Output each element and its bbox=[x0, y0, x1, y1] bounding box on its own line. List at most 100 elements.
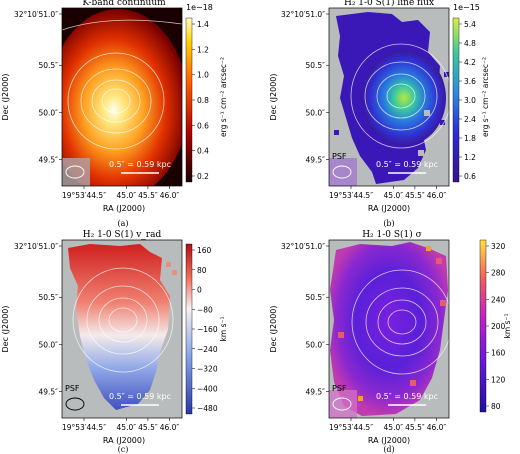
x-axis-label: RA (J2000) bbox=[368, 204, 410, 213]
y-tick-label: 32°10′51.0″ bbox=[281, 10, 325, 19]
y-tick-label: 50.0″ bbox=[305, 108, 325, 117]
y-axis-label: Dec (J2000) bbox=[269, 306, 278, 353]
colorbar bbox=[452, 17, 460, 183]
x-axis-label: RA (J2000) bbox=[103, 204, 145, 213]
y-axis-label: Dec (J2000) bbox=[269, 74, 278, 121]
colorbar-tick-label: 0.8 bbox=[197, 96, 209, 105]
colorbar-tick-label: 2.4 bbox=[464, 115, 476, 124]
y-ticks: 32°10′51.0″ 50.5″ 50.0″ 49.5″ bbox=[281, 10, 329, 164]
panel-c-image: PSF 0.5″ = 0.59 kpc bbox=[62, 240, 182, 418]
x-tick-label: 45.0″ bbox=[384, 423, 404, 432]
x-axis-label: RA (J2000) bbox=[103, 436, 145, 445]
x-tick-label: 46.0″ bbox=[160, 423, 180, 432]
scale-bar-label: 0.5″ = 0.59 kpc bbox=[109, 392, 171, 401]
scale-bar-label: 0.5″ = 0.59 kpc bbox=[376, 160, 438, 169]
y-tick-label: 50.5″ bbox=[305, 293, 325, 302]
colorbar-tick-label: 3.6 bbox=[464, 77, 476, 86]
scale-bar-label: 0.5″ = 0.59 kpc bbox=[376, 392, 438, 401]
colorbar-tick-label: 0.6 bbox=[197, 121, 209, 130]
colorbar-tick-label: 4.8 bbox=[464, 39, 476, 48]
panel-a: 0.5″ = 0.59 kpc K-band continuum 32°10′5… bbox=[1, 0, 228, 228]
y-ticks: 32°10′51.0″ 50.5″ 50.0″ 49.5″ bbox=[281, 242, 329, 396]
caption: (b) bbox=[383, 219, 394, 228]
x-tick-label: 45.5″ bbox=[405, 191, 425, 200]
colorbar-tick-label: 0.4 bbox=[197, 147, 209, 156]
psf-label: PSF bbox=[65, 384, 80, 393]
y-tick-label: 49.5″ bbox=[305, 155, 325, 164]
y-tick-label: 49.5″ bbox=[38, 387, 58, 396]
colorbar-tick-label: −160 bbox=[197, 325, 218, 334]
x-ticks: 19°53′44.5″ 45.0″ 45.5″ 46.0″ bbox=[62, 418, 179, 432]
panel-title: H₂ 1-0 S(1) line flux bbox=[344, 0, 434, 8]
psf-label: PSF bbox=[332, 384, 347, 393]
y-ticks: 32°10′51.0″ 50.5″ 50.0″ 49.5″ bbox=[14, 242, 62, 396]
x-tick-label: 19°53′44.5″ bbox=[62, 191, 106, 200]
colorbar-ticks: 160 80 0 −80 −160 −240 −320 −400 −480 bbox=[192, 246, 218, 413]
x-tick-label: 45.5″ bbox=[138, 191, 158, 200]
y-tick-label: 32°10′51.0″ bbox=[281, 242, 325, 251]
panel-a-image: 0.5″ = 0.59 kpc bbox=[62, 8, 182, 186]
y-tick-label: 49.5″ bbox=[38, 155, 58, 164]
x-tick-label: 45.5″ bbox=[138, 423, 158, 432]
colorbar bbox=[185, 17, 193, 183]
panel-c: PSF 0.5″ = 0.59 kpc H₂ 1-0 S(1) v_rad 32… bbox=[1, 229, 228, 454]
y-tick-label: 50.0″ bbox=[38, 340, 58, 349]
colorbar-tick-label: 0.2 bbox=[197, 172, 209, 181]
colorbar-label: erg s⁻¹ cm⁻² arcsec⁻² bbox=[219, 57, 228, 137]
y-axis-label: Dec (J2000) bbox=[1, 306, 10, 353]
colorbar-tick-label: 4.2 bbox=[464, 58, 476, 67]
x-tick-label: 46.0″ bbox=[427, 423, 447, 432]
colorbar-tick-label: 1.4 bbox=[197, 20, 209, 29]
colorbar-tick-label: 1.2 bbox=[464, 153, 476, 162]
colorbar-tick-label: 160 bbox=[197, 246, 212, 255]
colorbar-tick-label: 320 bbox=[491, 242, 506, 251]
colorbar-tick-label: 200 bbox=[491, 322, 506, 331]
x-tick-label: 45.0″ bbox=[384, 191, 404, 200]
x-tick-label: 46.0″ bbox=[427, 191, 447, 200]
colorbar-label: km s⁻¹ bbox=[503, 314, 512, 339]
caption: (d) bbox=[383, 445, 394, 454]
colorbar-tick-label: 5.4 bbox=[464, 20, 476, 29]
y-tick-label: 50.5″ bbox=[305, 61, 325, 70]
colorbar bbox=[479, 239, 487, 413]
colorbar-tick-label: 3.0 bbox=[464, 96, 476, 105]
panel-title: H₂ 1-0 S(1) v_rad bbox=[83, 229, 162, 240]
y-tick-label: 50.5″ bbox=[38, 61, 58, 70]
x-ticks: 19°53′44.5″ 45.0″ 45.5″ 46.0″ bbox=[329, 186, 446, 200]
y-ticks: 32°10′51.0″ 50.5″ 50.0″ 49.5″ bbox=[14, 10, 62, 164]
x-tick-label: 46.0″ bbox=[160, 191, 180, 200]
colorbar-tick-label: 0 bbox=[197, 286, 202, 295]
colorbar-tick-label: 80 bbox=[491, 402, 501, 411]
colorbar-tick-label: 1.2 bbox=[197, 45, 209, 54]
colorbar-ticks: 5.4 4.8 4.2 3.6 3.0 2.4 1.8 1.2 0.6 bbox=[459, 20, 476, 181]
colorbar-tick-label: −480 bbox=[197, 404, 218, 413]
colorbar-tick-label: −400 bbox=[197, 384, 218, 393]
panel-title: K-band continuum bbox=[82, 0, 166, 8]
colorbar-label: km s⁻¹ bbox=[219, 317, 228, 342]
colorbar-multiplier: 1e−15 bbox=[453, 3, 480, 12]
colorbar-label: erg s⁻¹ cm⁻² arcsec⁻² bbox=[481, 57, 490, 137]
panel-title: H₂ 1-0 S(1) σ bbox=[362, 229, 422, 240]
colorbar-tick-label: −320 bbox=[197, 365, 218, 374]
psf-label: PSF bbox=[332, 152, 347, 161]
y-tick-label: 50.0″ bbox=[38, 108, 58, 117]
colorbar-ticks: 320 280 240 200 160 120 80 bbox=[486, 242, 506, 411]
colorbar-tick-label: 1.0 bbox=[197, 71, 209, 80]
x-axis-label: RA (J2000) bbox=[368, 436, 410, 445]
colorbar-multiplier: 1e−18 bbox=[186, 3, 213, 12]
caption: (a) bbox=[117, 219, 128, 228]
x-tick-label: 19°53′44.5″ bbox=[329, 191, 373, 200]
x-tick-label: 19°53′44.5″ bbox=[329, 423, 373, 432]
y-axis-label: Dec (J2000) bbox=[1, 74, 10, 121]
caption: (c) bbox=[118, 445, 129, 454]
panel-b-image: PSF 0.5″ = 0.59 kpc bbox=[329, 8, 449, 186]
y-tick-label: 49.5″ bbox=[305, 387, 325, 396]
colorbar-tick-label: 0.6 bbox=[464, 172, 476, 181]
panel-b: PSF 0.5″ = 0.59 kpc H₂ 1-0 S(1) line flu… bbox=[269, 0, 490, 228]
y-tick-label: 50.5″ bbox=[38, 293, 58, 302]
panel-d-image: PSF 0.5″ = 0.59 kpc bbox=[329, 240, 449, 418]
x-tick-label: 45.0″ bbox=[117, 423, 137, 432]
colorbar-tick-label: 240 bbox=[491, 295, 506, 304]
colorbar-tick-label: 160 bbox=[491, 349, 506, 358]
colorbar-tick-label: −240 bbox=[197, 345, 218, 354]
